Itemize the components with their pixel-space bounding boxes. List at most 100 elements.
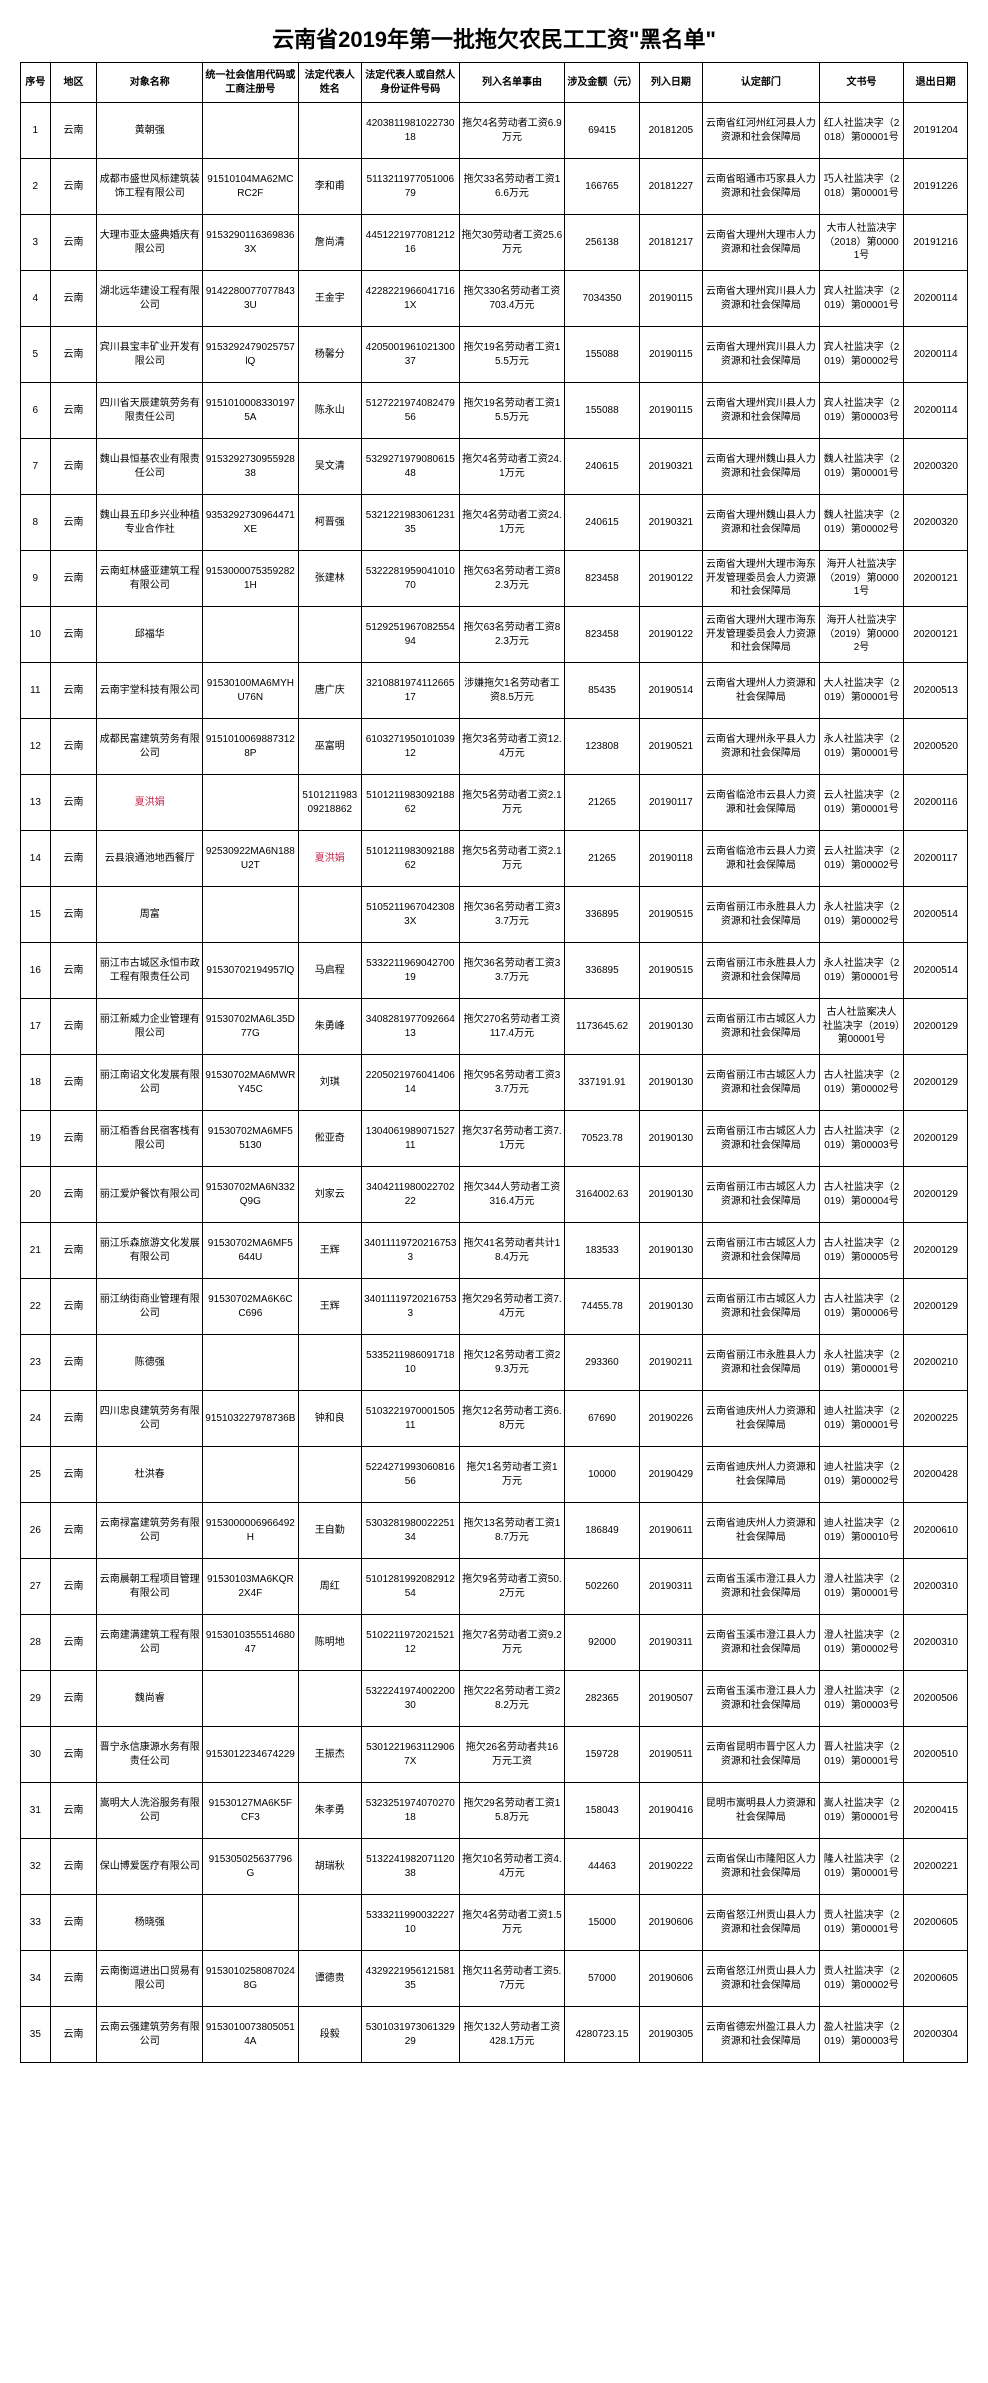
table-cell: 魏人社监决字（2019）第00001号	[819, 439, 904, 495]
page-title: 云南省2019年第一批拖欠农民工工资"黑名单"	[20, 22, 968, 54]
table-cell	[203, 1335, 298, 1391]
table-cell: 云南省丽江市永胜县人力资源和社会保障局	[703, 943, 820, 999]
table-cell: 420381198102273018	[362, 103, 459, 159]
table-cell: 古人社监决字（2019）第00004号	[819, 1167, 904, 1223]
table-cell: 红人社监决字（2018）第00001号	[819, 103, 904, 159]
table-cell: 20190122	[639, 607, 703, 663]
table-cell: 澄人社监决字（2019）第00002号	[819, 1615, 904, 1671]
table-cell: 古人社监决字（2019）第00005号	[819, 1223, 904, 1279]
table-cell: 云南省丽江市永胜县人力资源和社会保障局	[703, 887, 820, 943]
table-cell	[298, 607, 362, 663]
table-cell: 533221196904270019	[362, 943, 459, 999]
table-cell: 永人社监决字（2019）第00001号	[819, 943, 904, 999]
table-cell: 20190117	[639, 775, 703, 831]
table-cell: 1173645.62	[565, 999, 639, 1055]
table-cell: 20200320	[904, 495, 968, 551]
table-cell: 9	[21, 551, 51, 607]
table-row: 24云南四川忠良建筑劳务有限公司915103227978736B钟和良51032…	[21, 1391, 968, 1447]
table-cell: 530103197306132929	[362, 2007, 459, 2063]
table-cell: 云南	[50, 495, 97, 551]
table-cell: 183533	[565, 1223, 639, 1279]
table-cell: 20200520	[904, 719, 968, 775]
table-cell: 云南	[50, 1559, 97, 1615]
table-cell: 刘琪	[298, 1055, 362, 1111]
table-cell: 云南省红河州红河县人力资源和社会保障局	[703, 103, 820, 159]
table-cell: 7	[21, 439, 51, 495]
table-cell: 9153292479025757lQ	[203, 327, 298, 383]
table-cell: 成都民富建筑劳务有限公司	[97, 719, 203, 775]
table-cell: 21265	[565, 831, 639, 887]
table-cell: 20200129	[904, 999, 968, 1055]
table-cell: 云人社监决字（2019）第00002号	[819, 831, 904, 887]
table-cell: 20200129	[904, 1167, 968, 1223]
table-row: 26云南云南禄富建筑劳务有限公司9153000006966492H王自勤5303…	[21, 1503, 968, 1559]
table-cell: 湖北远华建设工程有限公司	[97, 271, 203, 327]
table-cell: 20200304	[904, 2007, 968, 2063]
table-body: 1云南黄朝强420381198102273018拖欠4名劳动者工资6.9万元69…	[21, 103, 968, 2063]
table-cell: 513224198207112038	[362, 1839, 459, 1895]
table-cell: 20200514	[904, 943, 968, 999]
table-cell: 云南	[50, 1167, 97, 1223]
table-cell: 4	[21, 271, 51, 327]
table-cell: 220502197604140614	[362, 1055, 459, 1111]
table-cell: 贡人社监决字（2019）第00001号	[819, 1895, 904, 1951]
table-cell: 云南	[50, 1503, 97, 1559]
table-cell: 256138	[565, 215, 639, 271]
table-cell: 20200320	[904, 439, 968, 495]
table-cell: 澄人社监决字（2019）第00003号	[819, 1671, 904, 1727]
col-header: 列入名单事由	[459, 63, 565, 103]
table-cell: 4280723.15	[565, 2007, 639, 2063]
table-cell: 91530702MA6L35D77G	[203, 999, 298, 1055]
table-cell: 20190226	[639, 1391, 703, 1447]
table-cell: 永人社监决字（2019）第00001号	[819, 1335, 904, 1391]
table-cell: 嵩明大人洗浴服务有限公司	[97, 1783, 203, 1839]
table-cell: 拖欠22名劳动者工资28.2万元	[459, 1671, 565, 1727]
table-cell: 丽江乐森旅游文化发展有限公司	[97, 1223, 203, 1279]
table-cell: 云南衡逗进出口贸易有限公司	[97, 1951, 203, 2007]
table-cell: 20200129	[904, 1279, 968, 1335]
table-cell: 20200310	[904, 1615, 968, 1671]
table-cell: 91530702MA6MF55130	[203, 1111, 298, 1167]
table-cell: 44463	[565, 1839, 639, 1895]
table-cell: 15000	[565, 1895, 639, 1951]
table-cell: 20190130	[639, 1223, 703, 1279]
table-cell: 91530702MA6MWRY45C	[203, 1055, 298, 1111]
table-cell: 拖欠41名劳动者共计18.4万元	[459, 1223, 565, 1279]
table-cell: 詹尚清	[298, 215, 362, 271]
table-cell: 20200116	[904, 775, 968, 831]
table-cell	[203, 103, 298, 159]
table-row: 33云南杨晓强533321199003222710拖欠4名劳动者工资1.5万元1…	[21, 1895, 968, 1951]
table-cell: 拖欠36名劳动者工资33.7万元	[459, 943, 565, 999]
table-row: 15云南周富51052119670423083X拖欠36名劳动者工资33.7万元…	[21, 887, 968, 943]
table-cell: 陈德强	[97, 1335, 203, 1391]
table-row: 27云南云南晨朝工程项目管理有限公司91530103MA6KQR2X4F周红51…	[21, 1559, 968, 1615]
table-cell: 20190305	[639, 2007, 703, 2063]
table-cell: 20190611	[639, 1503, 703, 1559]
table-cell: 云南省丽江市古城区人力资源和社会保障局	[703, 1111, 820, 1167]
col-header: 统一社会信用代码或工商注册号	[203, 63, 298, 103]
table-cell: 2	[21, 159, 51, 215]
table-cell: 92000	[565, 1615, 639, 1671]
table-cell: 70523.78	[565, 1111, 639, 1167]
table-cell: 云南	[50, 1839, 97, 1895]
col-header: 地区	[50, 63, 97, 103]
table-cell: 340111197202167533	[362, 1223, 459, 1279]
table-cell: 22	[21, 1279, 51, 1335]
table-row: 16云南丽江市古城区永恒市政工程有限责任公司91530702194957lQ马启…	[21, 943, 968, 999]
table-cell: 云南	[50, 383, 97, 439]
table-cell: 32	[21, 1839, 51, 1895]
table-cell: 巧人社监决字（2018）第00001号	[819, 159, 904, 215]
table-cell: 杜洪春	[97, 1447, 203, 1503]
table-row: 19云南丽江栢香台民宿客栈有限公司91530702MA6MF55130倯亚奇13…	[21, 1111, 968, 1167]
table-cell: 谭德贵	[298, 1951, 362, 2007]
table-cell: 贡人社监决字（2019）第00002号	[819, 1951, 904, 2007]
table-cell: 云南	[50, 439, 97, 495]
table-cell: 马启程	[298, 943, 362, 999]
table-cell: 186849	[565, 1503, 639, 1559]
table-cell	[298, 1335, 362, 1391]
table-cell	[203, 1671, 298, 1727]
table-cell: 25	[21, 1447, 51, 1503]
table-cell: 云南省玉溪市澄江县人力资源和社会保障局	[703, 1559, 820, 1615]
table-cell: 20200605	[904, 1951, 968, 2007]
table-cell: 大人社监决字（2019）第00001号	[819, 663, 904, 719]
